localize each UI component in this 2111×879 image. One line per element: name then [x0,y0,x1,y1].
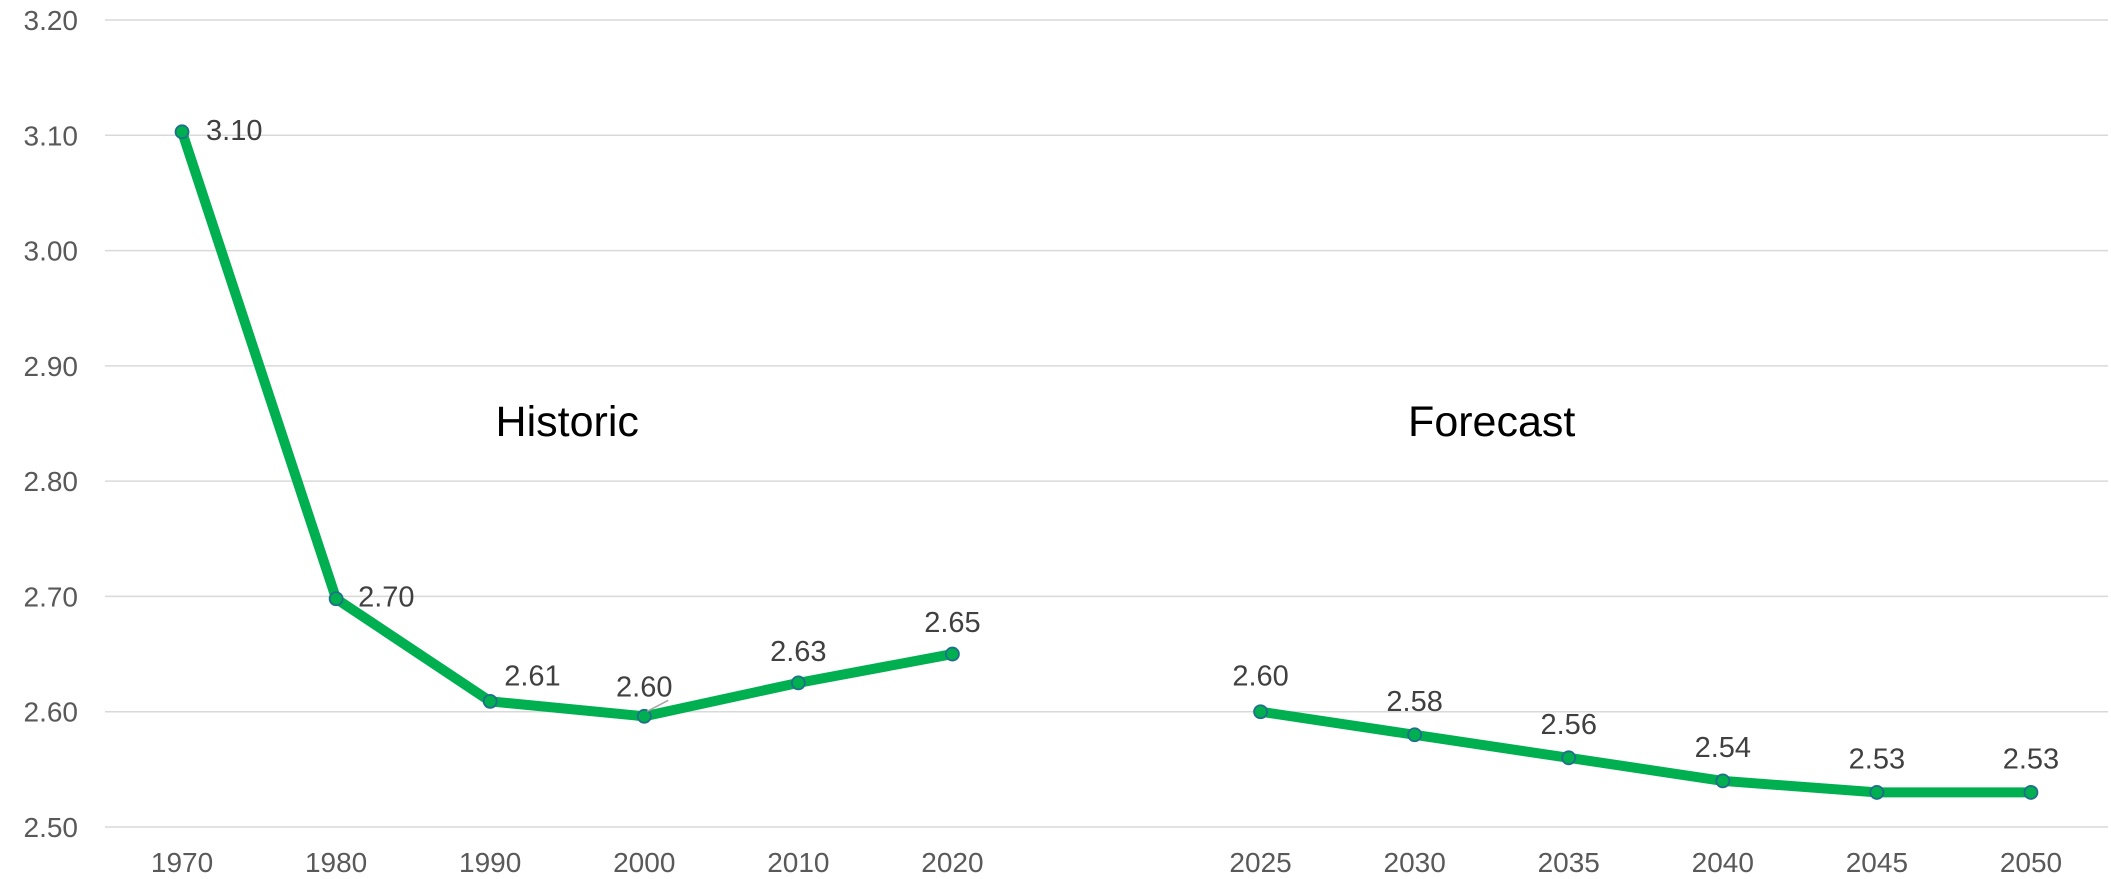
data-label: 2.63 [770,636,826,668]
x-tick-label: 2030 [1384,847,1446,878]
data-label: 2.60 [616,671,672,703]
data-point [1253,704,1268,720]
y-tick-label: 2.90 [24,351,79,382]
data-label: 2.60 [1232,661,1288,693]
x-tick-label: 1970 [151,847,213,878]
data-point [1407,727,1423,743]
data-label: 2.53 [1849,743,1905,775]
annotations: Historic Forecast [496,398,1576,446]
x-tick-label: 2035 [1538,847,1600,878]
label-leader-line [646,699,669,712]
series-line-forecast [1259,706,2031,798]
y-tick-label: 3.00 [24,236,79,267]
data-label: 2.65 [924,607,980,639]
data-point [636,708,652,724]
gridlines [105,19,2108,828]
x-tick-label: 2040 [1692,847,1754,878]
annotation-forecast: Forecast [1408,398,1575,446]
data-point [174,124,190,140]
series-line-historic [177,130,954,722]
data-point [1869,785,1885,800]
y-tick-label: 2.70 [24,581,79,612]
data-label: 2.61 [504,660,560,692]
x-tick-label: 1990 [459,847,521,878]
data-point [328,591,344,607]
data-point [482,693,498,709]
y-tick-label: 2.50 [24,812,79,843]
y-tick-label: 3.20 [24,5,79,36]
data-point [2023,785,2039,800]
y-axis-tick-labels: 2.50 2.60 2.70 2.80 2.90 3.00 3.10 3.20 [24,5,79,843]
data-point [1715,773,1731,789]
data-point [945,646,960,662]
y-tick-label: 2.60 [24,697,79,728]
data-label: 3.10 [206,115,262,147]
data-label: 2.53 [2003,743,2059,775]
y-tick-label: 3.10 [24,120,79,151]
x-tick-label: 2010 [767,847,829,878]
data-label: 2.58 [1386,686,1442,718]
data-label: 2.54 [1695,732,1751,764]
data-point [790,675,806,691]
x-tick-label: 2050 [2000,847,2062,878]
annotation-historic: Historic [496,398,639,446]
x-tick-label: 2045 [1846,847,1908,878]
x-axis-tick-labels: 1970 1980 1990 2000 2010 2020 2025 2030 2035 2040… [151,847,2062,878]
data-label: 2.56 [1541,709,1597,741]
data-label: 2.70 [358,582,414,614]
data-point [1561,750,1577,766]
x-tick-label: 2020 [921,847,983,878]
x-tick-label: 1980 [305,847,367,878]
series [174,124,2039,800]
x-tick-label: 2000 [613,847,675,878]
y-tick-label: 2.80 [24,466,79,497]
data-labels: 3.10 2.70 2.61 2.60 2.63 2.65 2.60 2.58 2.56 2.54… [206,115,2059,776]
x-tick-label: 2025 [1229,847,1291,878]
